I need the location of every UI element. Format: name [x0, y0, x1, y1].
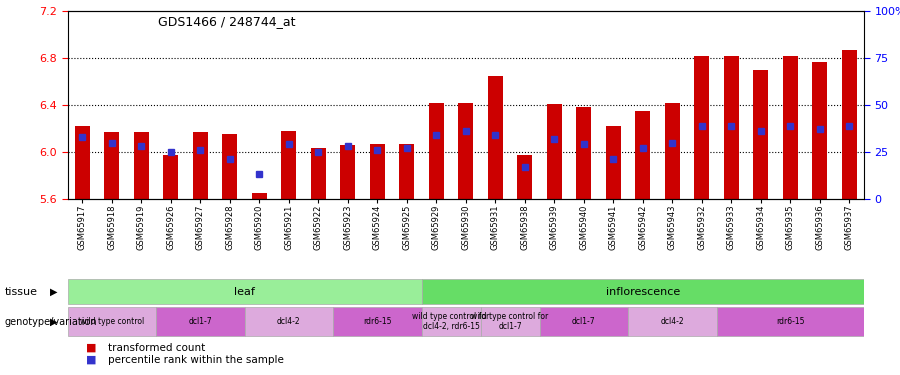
Bar — [245, 307, 333, 336]
Bar — [753, 70, 768, 199]
Bar — [333, 307, 421, 336]
Text: wild type control: wild type control — [79, 317, 144, 326]
Text: leaf: leaf — [234, 286, 255, 297]
Text: ■: ■ — [86, 355, 96, 365]
Bar — [310, 148, 326, 199]
Bar — [421, 307, 481, 336]
Bar — [606, 126, 621, 199]
Bar — [421, 279, 864, 304]
Text: ■: ■ — [86, 343, 96, 353]
Bar — [104, 132, 119, 199]
Bar — [222, 134, 237, 199]
Bar — [635, 111, 650, 199]
Text: inflorescence: inflorescence — [606, 286, 680, 297]
Bar — [665, 103, 680, 199]
Text: rdr6-15: rdr6-15 — [363, 317, 392, 326]
Text: dcl4-2: dcl4-2 — [277, 317, 301, 326]
Bar — [68, 279, 421, 304]
Bar — [695, 56, 709, 199]
Bar — [134, 132, 148, 199]
Bar — [813, 62, 827, 199]
Bar — [193, 132, 208, 199]
Bar — [156, 307, 245, 336]
Text: ▶: ▶ — [50, 316, 57, 327]
Text: ▶: ▶ — [50, 286, 57, 297]
Text: dcl1-7: dcl1-7 — [188, 317, 212, 326]
Bar — [724, 56, 739, 199]
Text: percentile rank within the sample: percentile rank within the sample — [108, 355, 284, 365]
Bar — [370, 144, 384, 199]
Bar — [75, 126, 90, 199]
Bar — [282, 131, 296, 199]
Text: wild type control for
dcl1-7: wild type control for dcl1-7 — [472, 312, 549, 331]
Bar — [400, 144, 414, 199]
Bar — [842, 50, 857, 199]
Bar — [68, 307, 156, 336]
Bar — [576, 107, 591, 199]
Bar — [539, 307, 628, 336]
Bar — [783, 56, 797, 199]
Text: genotype/variation: genotype/variation — [4, 316, 97, 327]
Bar — [458, 103, 473, 199]
Bar — [518, 155, 532, 199]
Bar — [252, 193, 266, 199]
Bar — [340, 145, 356, 199]
Bar — [481, 307, 539, 336]
Text: GDS1466 / 248744_at: GDS1466 / 248744_at — [158, 15, 295, 28]
Text: dcl1-7: dcl1-7 — [572, 317, 596, 326]
Text: transformed count: transformed count — [108, 343, 205, 353]
Bar — [164, 155, 178, 199]
Text: rdr6-15: rdr6-15 — [776, 317, 805, 326]
Text: wild type control for
dcl4-2, rdr6-15: wild type control for dcl4-2, rdr6-15 — [412, 312, 490, 331]
Bar — [716, 307, 864, 336]
Bar — [547, 104, 562, 199]
Text: tissue: tissue — [4, 286, 38, 297]
Bar — [429, 103, 444, 199]
Text: dcl4-2: dcl4-2 — [661, 317, 684, 326]
Bar — [488, 76, 502, 199]
Bar — [628, 307, 716, 336]
